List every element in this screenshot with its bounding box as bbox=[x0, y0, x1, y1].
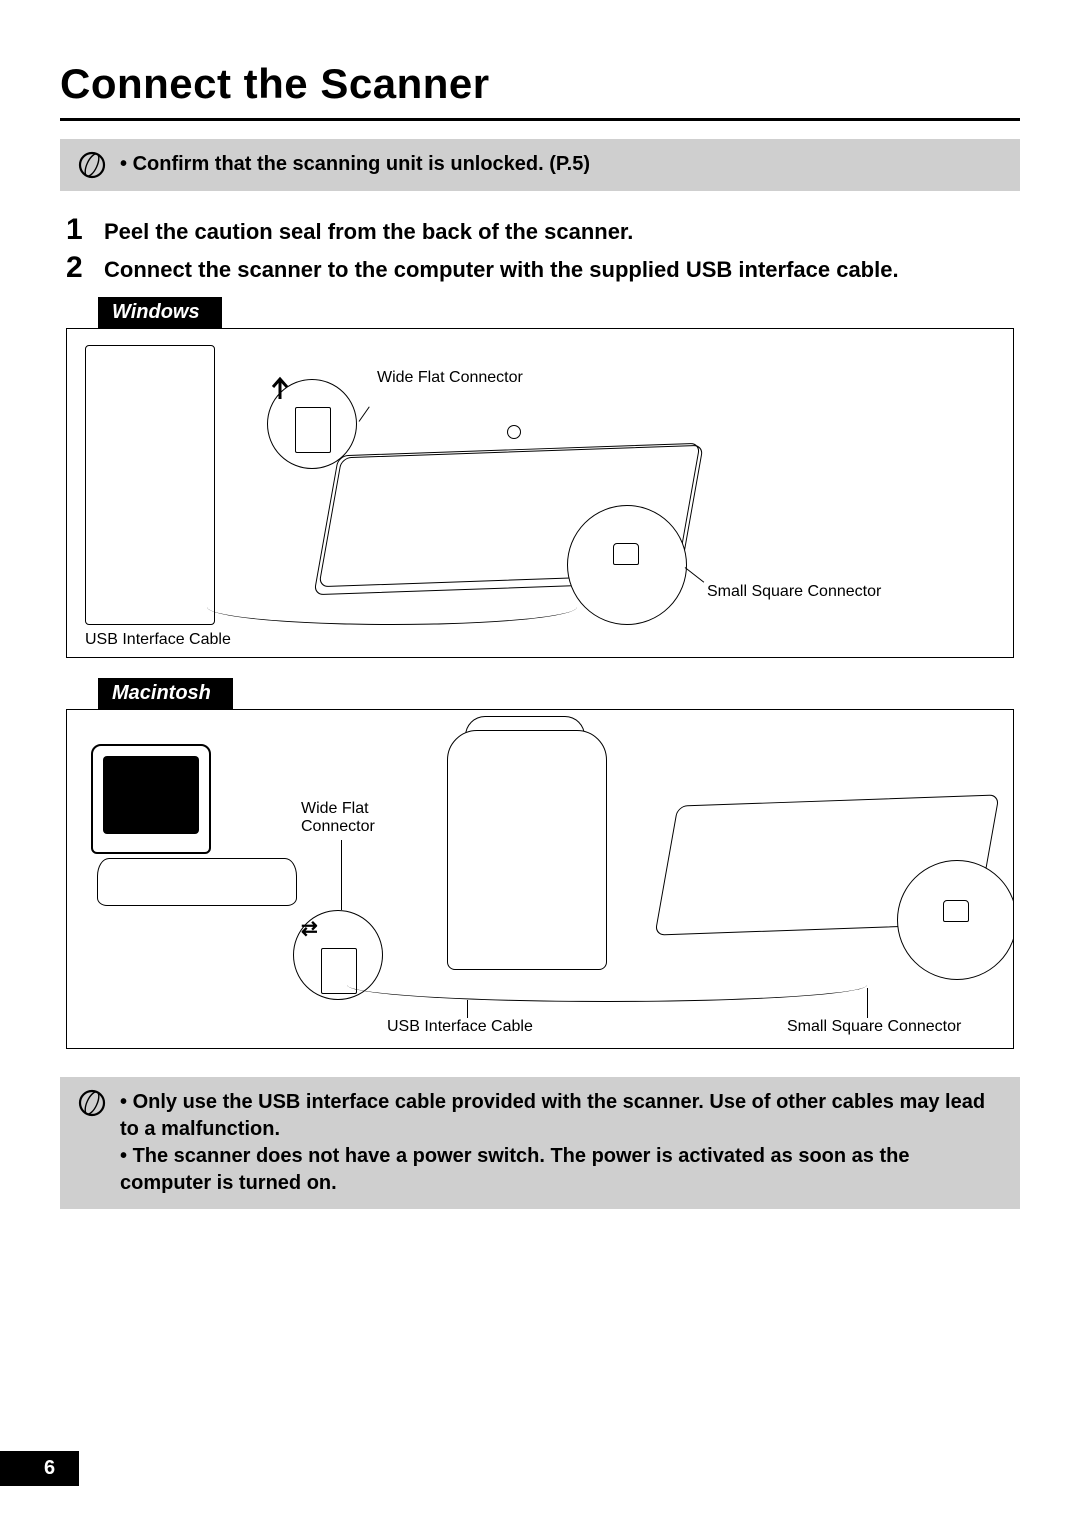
page: Connect the Scanner Confirm that the sca… bbox=[0, 0, 1080, 1526]
step-1: 1 Peel the caution seal from the back of… bbox=[66, 213, 1014, 247]
macintosh-illustration: ⇄ Wide Flat Connector USB Interface Cabl… bbox=[66, 709, 1014, 1049]
note-icon bbox=[78, 151, 106, 179]
imac-screen-inner bbox=[103, 756, 199, 834]
bottom-note-box: Only use the USB interface cable provide… bbox=[60, 1077, 1020, 1209]
top-note-text: Confirm that the scanning unit is unlock… bbox=[120, 151, 590, 178]
bottom-note-item-1: Only use the USB interface cable provide… bbox=[120, 1089, 1002, 1143]
step-2-num: 2 bbox=[66, 251, 94, 285]
imac-base-sketch bbox=[97, 858, 297, 906]
step-1-text: Peel the caution seal from the back of t… bbox=[104, 219, 633, 245]
arrow-up-icon bbox=[267, 375, 293, 401]
callout-line bbox=[359, 406, 370, 421]
usb-b-port-sketch bbox=[613, 543, 639, 565]
step-1-num: 1 bbox=[66, 213, 94, 247]
title-rule bbox=[60, 118, 1020, 121]
g4-tower-sketch bbox=[447, 730, 607, 970]
step-2: 2 Connect the scanner to the computer wi… bbox=[66, 251, 1014, 285]
callout-line bbox=[467, 1000, 468, 1018]
scanner-button-sketch bbox=[507, 425, 521, 439]
windows-tab: Windows bbox=[98, 297, 222, 328]
note-icon bbox=[78, 1089, 106, 1117]
bottom-note-item-2: The scanner does not have a power switch… bbox=[120, 1143, 1002, 1197]
callout-small-square-win: Small Square Connector bbox=[707, 583, 881, 601]
callout-line bbox=[685, 567, 705, 583]
small-connector-zoom bbox=[567, 505, 687, 625]
usb-symbol-icon: ⇄ bbox=[301, 916, 318, 941]
top-note-box: Confirm that the scanning unit is unlock… bbox=[60, 139, 1020, 191]
title-block: Connect the Scanner bbox=[60, 60, 1020, 121]
step-2-text: Connect the scanner to the computer with… bbox=[104, 257, 899, 283]
usb-a-plug-sketch bbox=[295, 407, 331, 453]
usb-b-port-mac bbox=[943, 900, 969, 922]
callout-line bbox=[867, 988, 868, 1018]
bottom-note-text: Only use the USB interface cable provide… bbox=[120, 1089, 1002, 1197]
callout-usb-cable-mac: USB Interface Cable bbox=[387, 1018, 533, 1036]
usb-cable-sketch bbox=[207, 589, 577, 625]
usb-cable-mac-sketch bbox=[347, 968, 867, 1002]
callout-wide-flat-win: Wide Flat Connector bbox=[377, 369, 523, 387]
callout-wide-flat-mac: Wide Flat Connector bbox=[301, 800, 375, 836]
windows-illustration: Wide Flat Connector USB Interface Cable … bbox=[66, 328, 1014, 658]
callout-small-square-mac: Small Square Connector bbox=[787, 1018, 961, 1036]
macintosh-tab: Macintosh bbox=[98, 678, 233, 709]
pc-tower-sketch bbox=[85, 345, 215, 625]
top-note-item: Confirm that the scanning unit is unlock… bbox=[120, 151, 590, 178]
callout-line bbox=[341, 840, 342, 910]
callout-usb-cable-win: USB Interface Cable bbox=[85, 631, 231, 649]
page-title: Connect the Scanner bbox=[60, 60, 1020, 108]
steps: 1 Peel the caution seal from the back of… bbox=[66, 213, 1014, 285]
page-number: 6 bbox=[0, 1451, 79, 1486]
